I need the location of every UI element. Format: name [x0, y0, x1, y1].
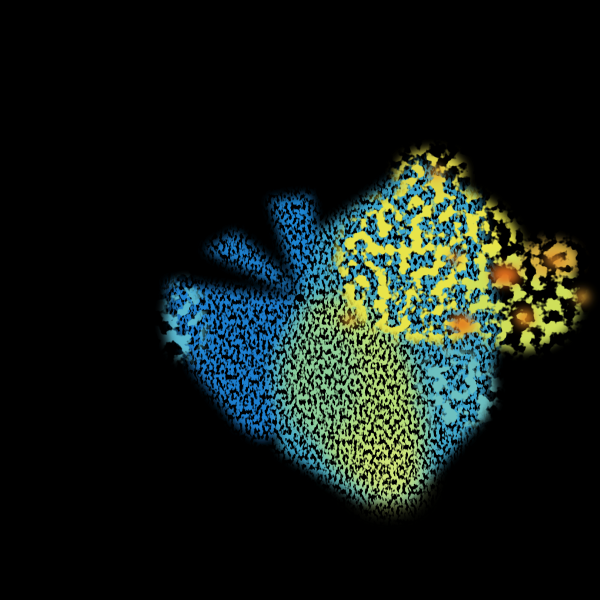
- echo-cores: [342, 167, 589, 333]
- radar-site: [296, 294, 304, 302]
- echo-cells: [165, 150, 580, 430]
